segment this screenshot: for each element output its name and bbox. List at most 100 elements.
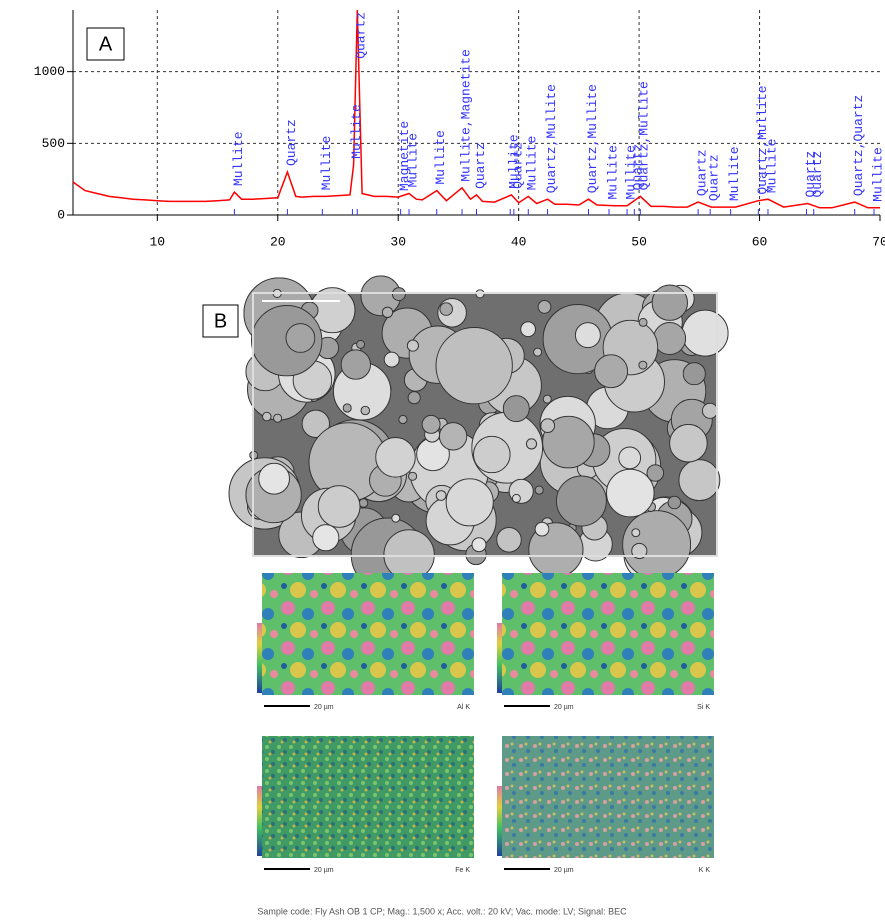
particle <box>274 414 282 422</box>
particle <box>474 436 511 473</box>
panel-label-box <box>86 27 125 61</box>
peak-label: Quartz,Mullite <box>585 84 600 193</box>
particle <box>541 419 555 433</box>
peak-label: Mullite <box>433 130 448 185</box>
element-map <box>262 736 474 858</box>
particle <box>632 529 640 537</box>
x-tick-label: 50 <box>631 234 647 249</box>
scale-label: 20 µm <box>554 704 574 711</box>
particle <box>357 340 365 348</box>
element-label: Fe K <box>455 867 470 874</box>
particle <box>623 511 691 579</box>
particle <box>512 494 520 502</box>
peak-label: Mullite,Magnetite <box>458 49 473 182</box>
particle <box>702 403 717 418</box>
color-scale <box>257 786 262 856</box>
peak-label: Mullite <box>319 136 334 191</box>
particle <box>384 530 434 580</box>
x-tick-label: 60 <box>752 234 768 249</box>
particle <box>408 392 420 404</box>
element-maps: 20 µm Al K 20 µm Si K 20 µm Fe K 20 µm K K <box>257 573 714 874</box>
y-tick-label: 1000 <box>34 64 65 79</box>
particle <box>543 416 595 468</box>
peak-label: Magnetite <box>397 121 412 191</box>
color-scale <box>497 786 502 856</box>
particle <box>392 288 405 301</box>
particle <box>619 447 641 469</box>
particle <box>392 514 400 522</box>
particle <box>595 355 628 388</box>
particle <box>647 465 664 482</box>
x-tick-label: 20 <box>270 234 286 249</box>
particle <box>382 307 392 317</box>
peak-label: Quartz <box>707 154 722 201</box>
particle <box>668 496 681 509</box>
particle <box>526 439 536 449</box>
particle <box>399 415 407 423</box>
peak-label: Quartz,Mullite <box>755 85 770 194</box>
particle <box>409 472 417 480</box>
particle <box>376 438 416 478</box>
peak-label: Mullite <box>231 131 246 186</box>
scale-label: 20 µm <box>314 867 334 874</box>
particle <box>679 460 720 501</box>
peak-label: Mullite <box>405 133 420 188</box>
panel-label: B <box>214 310 227 332</box>
peak-label: Quartz,Quartz <box>851 95 866 196</box>
particle <box>440 303 453 316</box>
panel-label: A <box>99 33 113 55</box>
particle <box>521 322 536 337</box>
particle <box>652 285 687 320</box>
color-scale <box>257 623 262 693</box>
particle <box>538 301 551 314</box>
particle <box>654 323 686 355</box>
peak-label: Quartz <box>284 119 299 166</box>
particle <box>534 348 542 356</box>
peak-label: Mullite <box>525 136 540 191</box>
xrd-pattern <box>72 9 880 209</box>
peak-label: Quartz <box>354 12 369 59</box>
particle <box>556 476 606 526</box>
peak-label: Quartz <box>810 151 825 198</box>
particle <box>259 463 290 494</box>
peak-label: Mullite <box>623 145 638 200</box>
peak-label: Mullite <box>870 147 885 202</box>
element-label: Al K <box>457 704 470 711</box>
caption: Sample code: Fly Ash OB 1 CP; Mag.: 1,50… <box>257 906 627 916</box>
particle <box>607 469 655 517</box>
particle <box>436 328 512 404</box>
particle <box>361 406 370 415</box>
particle <box>263 412 272 421</box>
peak-label: Quartz <box>803 151 818 198</box>
color-scale <box>497 623 502 693</box>
x-tick-label: 40 <box>511 234 527 249</box>
peak-label: Quartz <box>695 149 710 196</box>
particle <box>407 340 418 351</box>
particle <box>286 324 315 353</box>
peak-label: Quartz <box>631 144 646 191</box>
y-tick-label: 500 <box>42 136 65 151</box>
particle <box>302 410 329 437</box>
particle <box>313 525 339 551</box>
sem-image <box>229 276 728 591</box>
x-tick-label: 10 <box>150 234 166 249</box>
peak-label: Quartz,Mullite <box>637 81 652 190</box>
x-tick-label: 30 <box>390 234 406 249</box>
particle <box>446 479 493 526</box>
particle <box>639 361 647 369</box>
particle <box>682 310 728 356</box>
peak-label: Mullite <box>727 147 742 202</box>
peak-label: Mullite <box>605 145 620 200</box>
element-map <box>502 573 714 695</box>
scale-label: 20 µm <box>314 704 334 711</box>
x-tick-label: 70 <box>872 234 885 249</box>
particle <box>575 323 600 348</box>
sem-frame <box>252 292 718 557</box>
particle <box>343 404 351 412</box>
peak-label: Mullite <box>349 104 364 159</box>
peak-label: Quartz <box>510 142 525 189</box>
peak-label: Quartz <box>473 142 488 189</box>
particle <box>535 486 543 494</box>
